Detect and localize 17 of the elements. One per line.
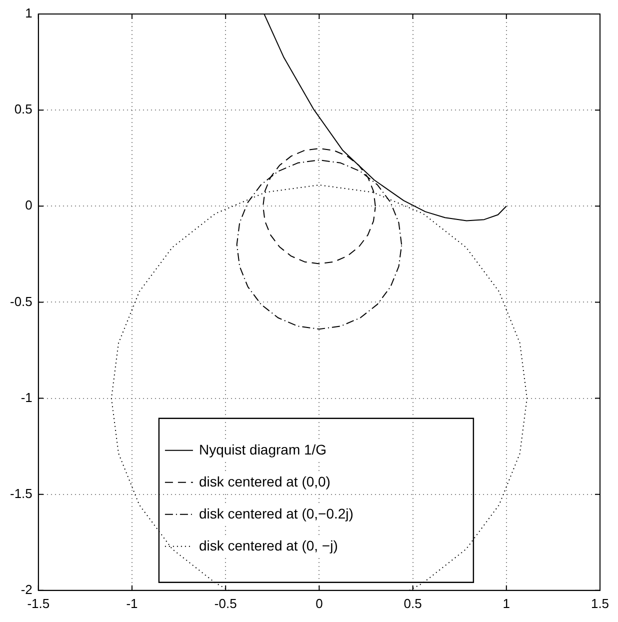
x-tick-label: 0.5 bbox=[404, 596, 422, 611]
y-tick-label: 1 bbox=[25, 6, 32, 21]
x-tick-label: 1 bbox=[502, 596, 510, 611]
y-tick-label: -2 bbox=[20, 582, 32, 597]
y-tick-label: 0 bbox=[25, 198, 32, 213]
x-tick-label: 0 bbox=[316, 596, 323, 611]
legend-label: disk centered at (0,−0.2j) bbox=[198, 505, 354, 522]
y-tick-label: 0.5 bbox=[14, 102, 32, 117]
y-tick-label: -0.5 bbox=[10, 294, 32, 309]
legend-label: disk centered at (0, −j) bbox=[198, 537, 338, 554]
y-tick-label: -1 bbox=[20, 390, 32, 405]
x-tick-label: 1.5 bbox=[590, 596, 610, 611]
y-tick-label: -1.5 bbox=[10, 486, 32, 501]
x-tick-label: -0.5 bbox=[214, 596, 237, 611]
legend-label: Nyquist diagram 1/G bbox=[198, 441, 327, 458]
x-tick-label: -1 bbox=[126, 596, 138, 611]
legend-label: disk centered at (0,0) bbox=[198, 473, 330, 490]
